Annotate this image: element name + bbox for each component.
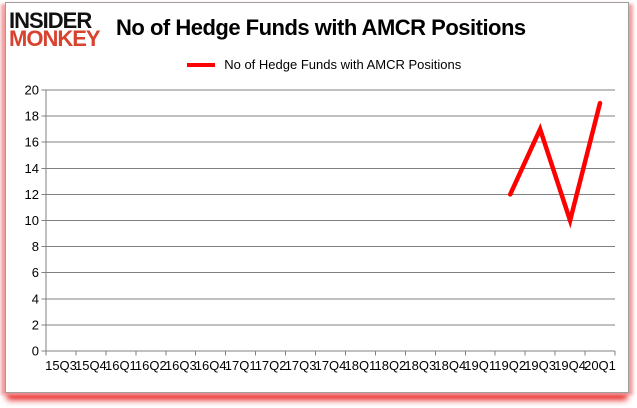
y-tick-label: 14	[25, 161, 39, 176]
x-tick-label: 16Q3	[165, 358, 197, 373]
y-tick-label: 10	[25, 213, 39, 228]
insider-monkey-logo: INSIDER MONKEY	[9, 8, 101, 52]
legend: No of Hedge Funds with AMCR Positions	[20, 56, 628, 74]
y-tick-label: 2	[32, 317, 39, 332]
line-chart-plot: 0 2 4 6 8 10 12 14 16 18 20 15Q315Q416Q116Q216Q316Q…	[25, 83, 616, 374]
x-tick-label: 18Q1	[344, 358, 376, 373]
x-tick-label: 19Q2	[494, 358, 526, 373]
legend-line-marker	[186, 63, 215, 67]
x-tick-label: 15Q4	[75, 358, 107, 373]
chart-frame: INSIDER MONKEY No of Hedge Funds with AM…	[5, 2, 629, 393]
x-tick-label: 17Q3	[285, 358, 317, 373]
y-tick-label: 8	[32, 239, 39, 254]
x-tick-label: 15Q3	[45, 358, 77, 373]
x-tick-label: 17Q4	[315, 358, 347, 373]
y-tick-label: 18	[25, 109, 39, 124]
y-tick-label: 4	[32, 291, 39, 306]
x-tick-label: 18Q3	[404, 358, 436, 373]
x-tick-label: 20Q1	[584, 358, 616, 373]
y-tick-label: 12	[25, 187, 39, 202]
y-tick-label: 6	[32, 265, 39, 280]
x-tick-label: 19Q1	[464, 358, 496, 373]
x-tick-label: 16Q1	[105, 358, 137, 373]
series-line	[507, 100, 603, 229]
logo-insider-text: INSIDER	[9, 8, 92, 33]
x-tick-label: 18Q2	[374, 358, 406, 373]
legend-label: No of Hedge Funds with AMCR Positions	[224, 57, 462, 73]
y-tick-label: 0	[32, 344, 39, 359]
y-tick-label: 16	[25, 135, 39, 150]
x-tick-label: 16Q2	[135, 358, 167, 373]
x-tick-label: 16Q4	[195, 358, 227, 373]
x-tick-label: 17Q1	[225, 358, 257, 373]
logo-monkey-text: MONKEY	[9, 26, 101, 52]
y-tick-label: 20	[25, 83, 39, 98]
x-tick-label: 17Q2	[255, 358, 287, 373]
x-tick-label: 19Q4	[554, 358, 586, 373]
x-tick-label: 19Q3	[524, 358, 556, 373]
chart-title: No of Hedge Funds with AMCR Positions	[116, 15, 526, 40]
x-tick-label: 18Q4	[434, 358, 466, 373]
